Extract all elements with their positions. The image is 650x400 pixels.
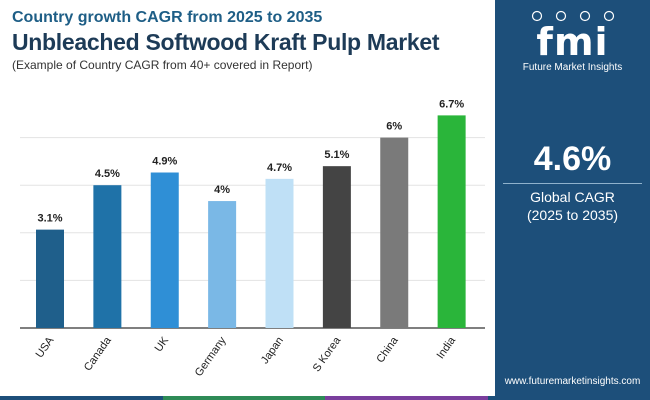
bar-china (380, 137, 409, 328)
bar-india (437, 115, 466, 329)
x-tick-label: Japan (259, 335, 286, 366)
strip-segment (162, 396, 325, 400)
chart-svg: 3.1% USA 4.5% Canada 4.9% UK 4% Germany 4.7% Japa… (20, 98, 485, 379)
summary-panel: fmi Future Market Insights 4.6% Global C… (495, 0, 650, 400)
x-tick-label: UK (153, 334, 172, 354)
header: Country growth CAGR from 2025 to 2035 Un… (0, 0, 495, 78)
strip-segment (487, 396, 650, 400)
logo-tagline: Future Market Insights (522, 62, 623, 73)
logo-icons (531, 10, 615, 22)
strip-segment (0, 396, 163, 400)
x-tick-label: USA (34, 334, 57, 360)
x-tick-label: India (435, 334, 459, 361)
fmi-logo: fmi Future Market Insights (495, 8, 650, 76)
global-cagr-label: Global CAGR (530, 189, 615, 205)
global-cagr-range: (2025 to 2035) (526, 207, 619, 223)
bar-value-label: 6.7% (439, 98, 464, 110)
global-cagr-value: 4.6% (533, 140, 612, 178)
x-tick-label: China (374, 334, 401, 365)
bar-canada (93, 185, 122, 328)
panel-divider (503, 183, 642, 184)
chart-title: Unbleached Softwood Kraft Pulp Market (12, 29, 440, 55)
bar-usa (36, 229, 64, 328)
bar-value-label: 4.5% (95, 168, 120, 180)
bar-value-label: 3.1% (37, 213, 62, 225)
bar-value-label: 5.1% (324, 149, 349, 161)
logo-word: fmi (536, 20, 609, 64)
bar-chart: 3.1% USA 4.5% Canada 4.9% UK 4% Germany 4.7% Japa… (20, 98, 485, 379)
x-tick-label: S Korea (311, 334, 344, 374)
strip-segment (325, 396, 488, 400)
chart-caption: (Example of Country CAGR from 40+ covere… (12, 58, 313, 72)
bar-value-label: 4.9% (152, 156, 177, 168)
website-link[interactable]: www.futuremarketinsights.com (504, 376, 641, 387)
bar-value-label: 4.7% (267, 162, 292, 174)
x-tick-label: Canada (82, 334, 114, 373)
chart-subtitle: Country growth CAGR from 2025 to 2035 (12, 9, 323, 26)
x-tick-label: Germany (193, 334, 229, 378)
bar-value-label: 4% (214, 184, 230, 196)
bottom-color-strip (0, 396, 650, 400)
bar-japan (265, 178, 294, 328)
bar-value-label: 6% (386, 121, 402, 133)
bar-uk (150, 172, 179, 328)
bar-s-korea (322, 166, 351, 328)
bar-germany (208, 201, 237, 328)
